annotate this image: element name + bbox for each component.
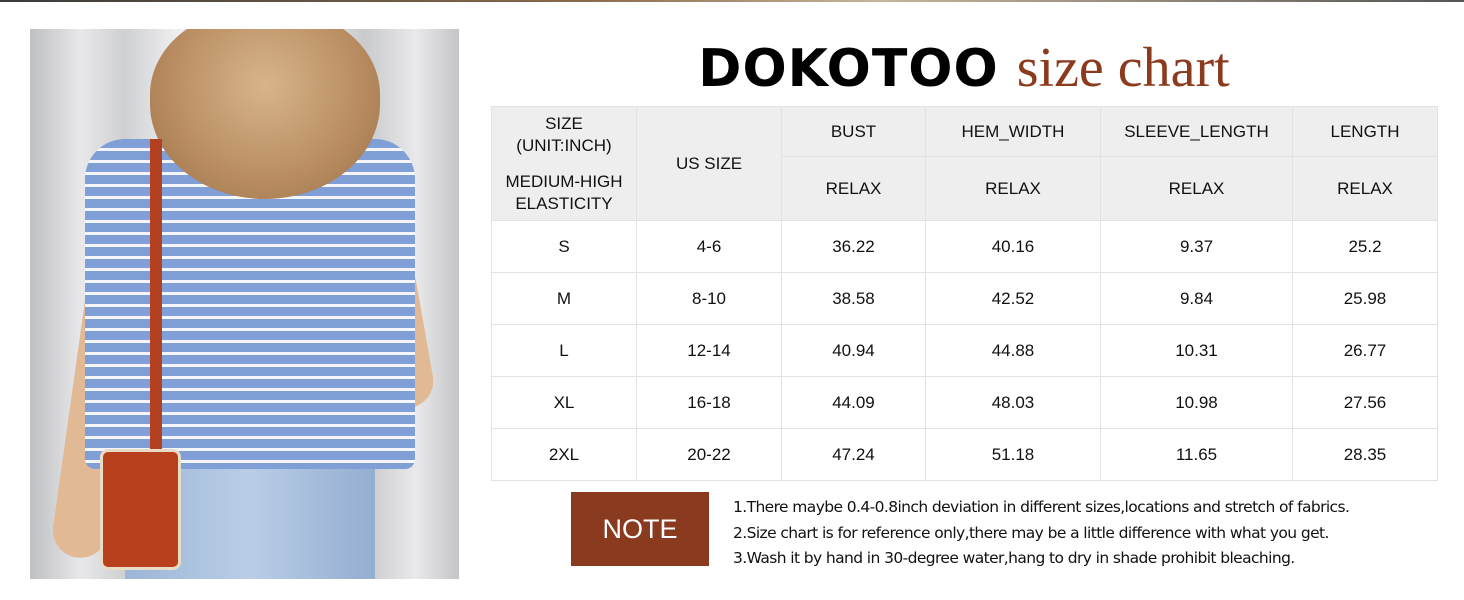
page-title: DOKOTOO size chart [491,36,1437,100]
top-strip [0,0,1464,2]
table-row: XL 16-18 44.09 48.03 10.98 27.56 [491,376,1438,429]
table-cell: 44.09 [781,376,926,429]
table-cell: 10.31 [1100,324,1293,377]
note-line: 1.There maybe 0.4-0.8inch deviation in d… [733,498,1350,516]
table-row: 2XL 20-22 47.24 51.18 11.65 28.35 [491,428,1438,481]
size-header-cell: SIZE (UNIT:INCH) MEDIUM-HIGH ELASTICITY [491,106,637,221]
elasticity-header: ELASTICITY [515,193,613,213]
table-cell: M [491,272,637,325]
table-cell: 12-14 [636,324,782,377]
table-cell: 2XL [491,428,637,481]
unit-header: (UNIT:INCH) [516,135,612,155]
table-cell: 51.18 [925,428,1101,481]
crossbody-bag [100,449,181,570]
fit-header: RELAX [925,156,1101,221]
product-photo [30,29,459,579]
table-cell: 26.77 [1292,324,1438,377]
table-cell: 10.98 [1100,376,1293,429]
table-cell: 27.56 [1292,376,1438,429]
column-header: HEM_WIDTH [925,106,1101,157]
table-cell: 25.98 [1292,272,1438,325]
note-list: 1.There maybe 0.4-0.8inch deviation in d… [733,495,1350,572]
table-cell: 9.37 [1100,220,1293,273]
table-cell: 28.35 [1292,428,1438,481]
table-cell: S [491,220,637,273]
table-row: L 12-14 40.94 44.88 10.31 26.77 [491,324,1438,377]
elasticity-header: MEDIUM-HIGH [505,171,623,191]
table-cell: 42.52 [925,272,1101,325]
note-label: NOTE [571,492,709,566]
table-cell: 20-22 [636,428,782,481]
note-line: 2.Size chart is for reference only,there… [733,523,1329,542]
table-cell: 11.65 [1100,428,1293,481]
fit-header: RELAX [1100,156,1293,221]
fit-header: RELAX [1292,156,1438,221]
table-cell: 4-6 [636,220,782,273]
table-cell: 25.2 [1292,220,1438,273]
table-cell: L [491,324,637,377]
us-size-header: US SIZE [636,106,782,221]
title-subtitle: size chart [1016,37,1230,99]
table-cell: 36.22 [781,220,926,273]
table-cell: 48.03 [925,376,1101,429]
table-row: M 8-10 38.58 42.52 9.84 25.98 [491,272,1438,325]
table-row: S 4-6 36.22 40.16 9.37 25.2 [491,220,1438,273]
note-line: 3.Wash it by hand in 30-degree water,han… [733,549,1295,567]
table-cell: 38.58 [781,272,926,325]
column-header: LENGTH [1292,106,1438,157]
table-cell: 8-10 [636,272,782,325]
column-header: BUST [781,106,926,157]
table-cell: 40.16 [925,220,1101,273]
size-table: SIZE (UNIT:INCH) MEDIUM-HIGH ELASTICITY … [491,106,1438,481]
table-cell: 9.84 [1100,272,1293,325]
bag-strap [150,139,162,469]
brand-name: DOKOTOO [698,39,999,99]
table-cell: 44.88 [925,324,1101,377]
table-cell: 16-18 [636,376,782,429]
table-cell: XL [491,376,637,429]
table-cell: 47.24 [781,428,926,481]
model-hair [150,29,380,199]
size-header: SIZE [545,113,583,133]
column-header: SLEEVE_LENGTH [1100,106,1293,157]
table-cell: 40.94 [781,324,926,377]
fit-header: RELAX [781,156,926,221]
